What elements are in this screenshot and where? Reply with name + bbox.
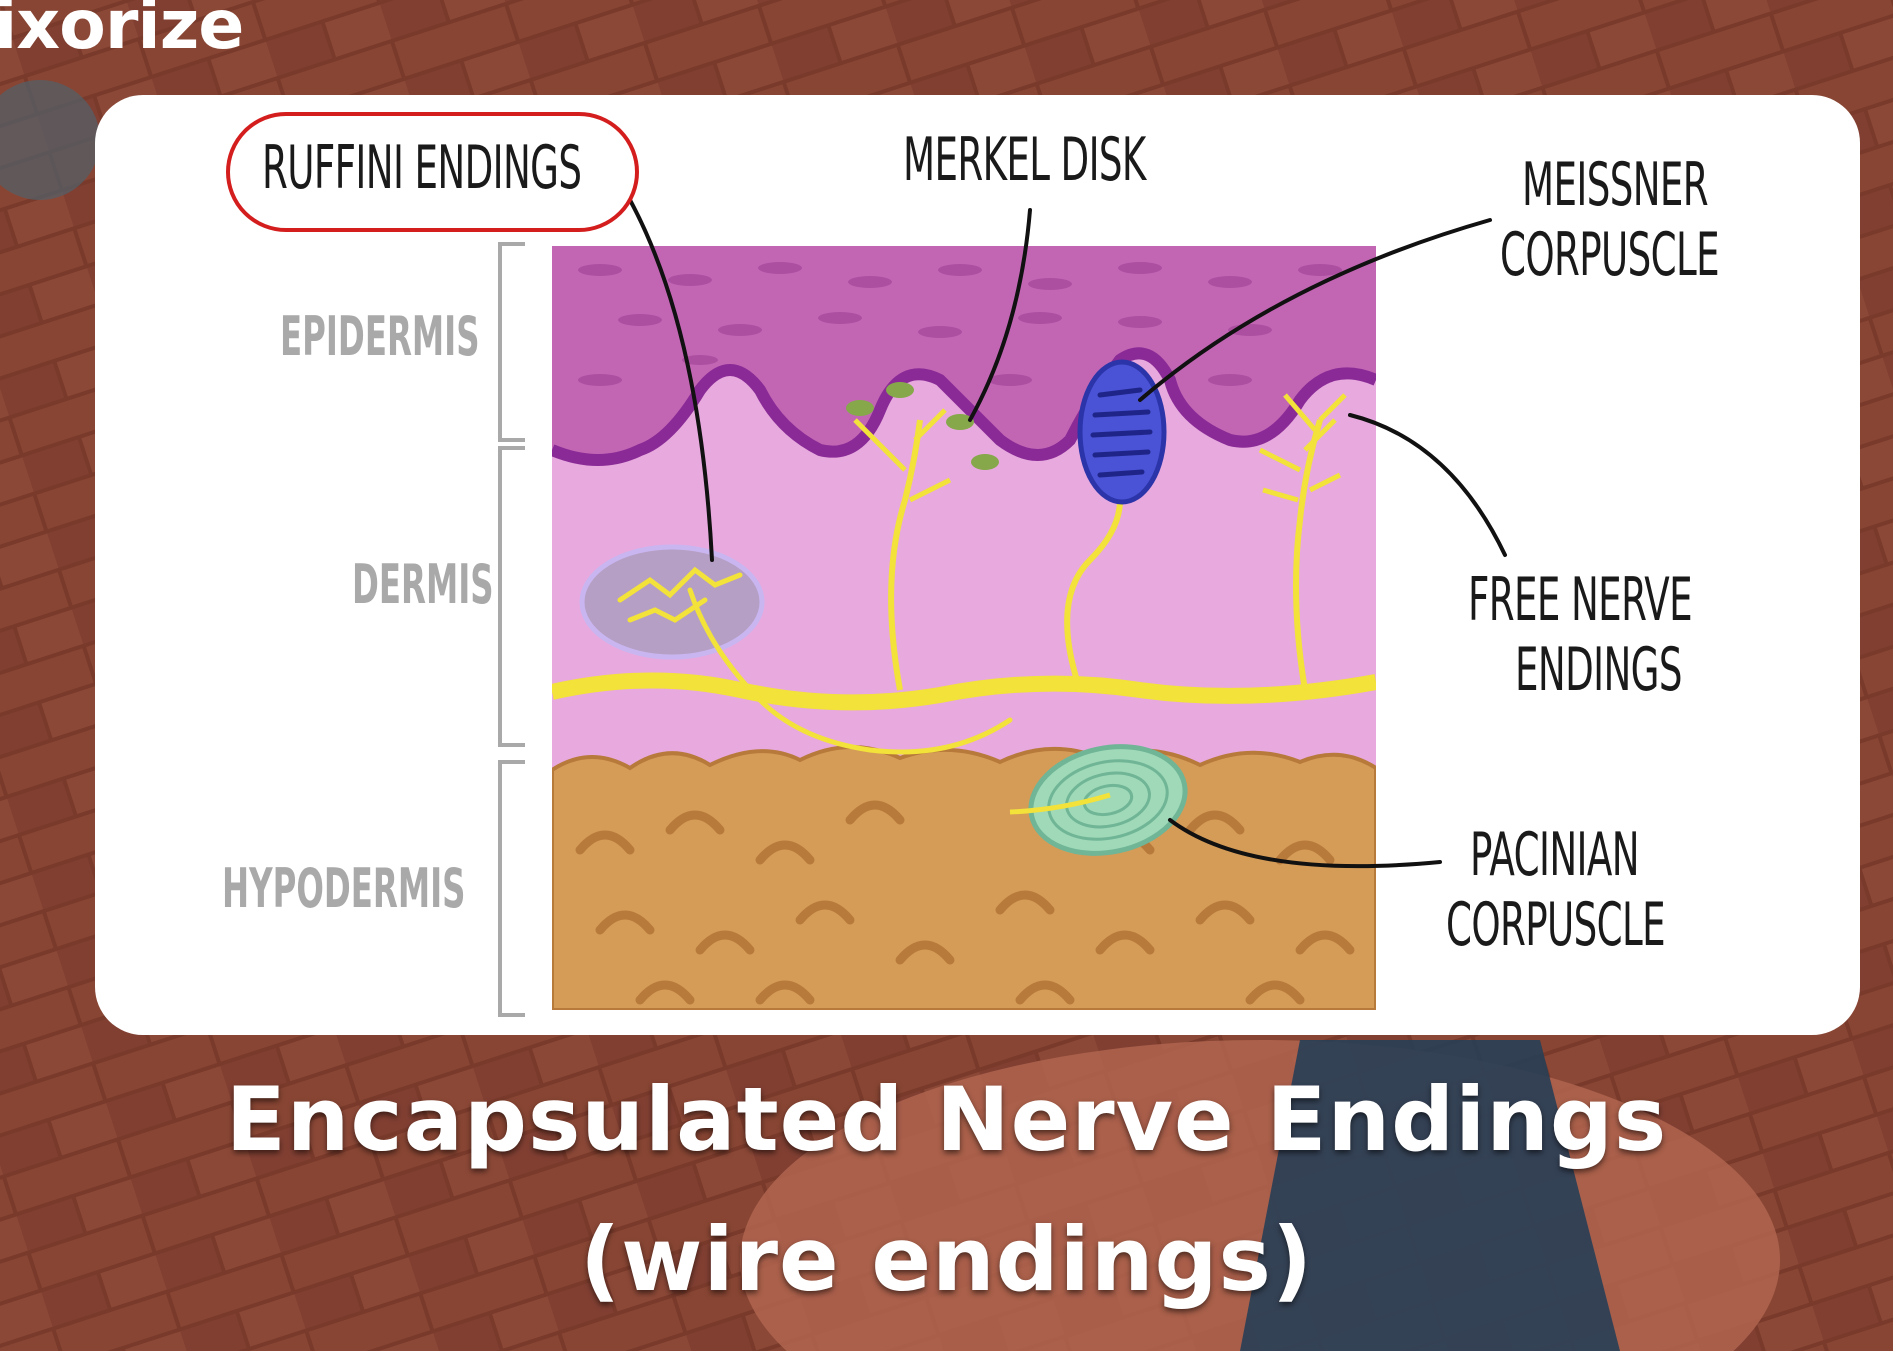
- label-pacinian-line2: CORPUSCLE: [1446, 890, 1666, 960]
- hypodermis-layer: [552, 745, 1376, 1010]
- ruffini-highlight-box: [226, 112, 639, 232]
- label-merkel-disk: MERKEL DISK: [903, 125, 1146, 195]
- brand-logo: ixorize: [0, 0, 244, 65]
- label-dermis: DERMIS: [352, 553, 494, 616]
- fat-cells: [575, 800, 1355, 1005]
- label-free-nerve-line1: FREE NERVE: [1468, 565, 1693, 635]
- pacinian-corpuscle: [1028, 744, 1188, 856]
- label-pacinian-line1: PACINIAN: [1470, 820, 1640, 890]
- epidermis-layer: [552, 246, 1376, 460]
- leader-lines: [628, 198, 1507, 869]
- caption-title: Encapsulated Nerve Endings: [225, 1068, 1668, 1171]
- label-epidermis: EPIDERMIS: [280, 305, 480, 368]
- layer-brackets: [498, 242, 525, 1017]
- epidermis-cells: [578, 262, 1342, 386]
- label-hypodermis: HYPODERMIS: [222, 857, 466, 920]
- main-nerve: [552, 672, 1376, 711]
- label-meissner-line2: CORPUSCLE: [1500, 220, 1720, 290]
- label-ruffini-endings: RUFFINI ENDINGS: [262, 133, 582, 203]
- label-free-nerve-line2: ENDINGS: [1515, 635, 1682, 705]
- label-meissner-line1: MEISSNER: [1522, 150, 1709, 220]
- ruffini-capsule: [579, 544, 765, 660]
- caption-subtitle: (wire endings): [579, 1208, 1314, 1311]
